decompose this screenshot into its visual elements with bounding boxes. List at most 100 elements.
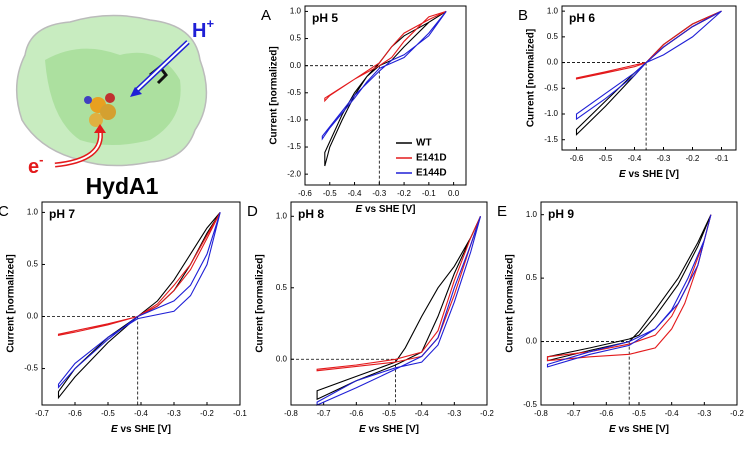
panel-letter: B bbox=[518, 7, 528, 24]
proton-arrowhead bbox=[130, 87, 142, 97]
y-tick-label: 0.0 bbox=[276, 354, 288, 363]
y-axis-label: Current [normalized] bbox=[269, 46, 280, 144]
x-axis-symbol: E bbox=[355, 204, 362, 215]
y-tick-label: 0.0 bbox=[526, 337, 538, 346]
x-tick-label: -0.7 bbox=[35, 409, 49, 418]
panel-title: pH 6 bbox=[569, 11, 595, 25]
x-tick-label: -0.6 bbox=[570, 154, 584, 163]
y-tick-label: 1.0 bbox=[547, 6, 559, 15]
proton-label: H+ bbox=[192, 16, 214, 42]
cv-curve bbox=[316, 216, 482, 372]
legend-label: E141D bbox=[416, 153, 447, 164]
cv-curve bbox=[57, 212, 221, 336]
y-tick-label: 0.0 bbox=[27, 312, 39, 321]
y-tick-label: 0.5 bbox=[27, 260, 39, 269]
x-tick-label: -0.2 bbox=[397, 189, 411, 198]
y-tick-label: -1.0 bbox=[287, 115, 301, 124]
x-axis-symbol: E bbox=[619, 169, 626, 180]
cv-curve bbox=[57, 212, 221, 400]
cv-curve bbox=[321, 11, 447, 141]
plot-frame bbox=[561, 5, 737, 151]
y-tick-label: -1.0 bbox=[544, 109, 558, 118]
electron-base: e bbox=[28, 156, 39, 178]
cv-curve bbox=[575, 10, 722, 121]
cluster-atom bbox=[105, 93, 115, 103]
x-tick-label: -0.1 bbox=[715, 154, 729, 163]
y-tick-label: 1.0 bbox=[290, 7, 302, 16]
x-tick-label: -0.1 bbox=[422, 189, 436, 198]
cluster-atom bbox=[89, 113, 103, 127]
x-tick-label: -0.3 bbox=[167, 409, 181, 418]
cv-curve bbox=[546, 214, 712, 368]
proton-sup: + bbox=[206, 16, 214, 31]
legend-label: WT bbox=[416, 138, 432, 149]
cluster-atom bbox=[84, 96, 92, 104]
x-axis-label: E vs SHE [V] bbox=[619, 169, 679, 180]
cv-curve bbox=[316, 216, 482, 401]
y-tick-label: -0.5 bbox=[24, 364, 38, 373]
x-axis-unit: vs SHE [V] bbox=[365, 204, 416, 215]
x-tick-label: -0.2 bbox=[480, 409, 494, 418]
x-axis-label: E vs SHE [V] bbox=[609, 424, 669, 435]
proton-base: H bbox=[192, 20, 206, 42]
y-tick-label: -1.5 bbox=[287, 142, 301, 151]
y-axis-label: Current [normalized] bbox=[505, 254, 516, 352]
x-tick-label: -0.6 bbox=[298, 189, 312, 198]
electron-sup: - bbox=[39, 152, 43, 167]
x-tick-label: -0.5 bbox=[632, 409, 646, 418]
x-tick-label: -0.8 bbox=[284, 409, 298, 418]
plot-frame bbox=[290, 201, 488, 406]
x-tick-label: 0.0 bbox=[448, 189, 460, 198]
x-tick-label: -0.3 bbox=[657, 154, 671, 163]
panel-title: pH 7 bbox=[49, 207, 75, 221]
x-tick-label: -0.6 bbox=[68, 409, 82, 418]
panel-letter: C bbox=[0, 203, 9, 220]
x-tick-label: -0.6 bbox=[349, 409, 363, 418]
y-tick-label: 1.0 bbox=[526, 210, 538, 219]
y-tick-label: -2.0 bbox=[287, 169, 301, 178]
x-tick-label: -0.3 bbox=[447, 409, 461, 418]
x-axis-symbol: E bbox=[609, 424, 616, 435]
x-axis-label: E vs SHE [V] bbox=[359, 424, 419, 435]
x-tick-label: -0.6 bbox=[599, 409, 613, 418]
plot-frame bbox=[41, 201, 241, 406]
y-tick-label: -0.5 bbox=[287, 88, 301, 97]
y-tick-label: -1.5 bbox=[544, 135, 558, 144]
cv-curve bbox=[575, 10, 722, 80]
x-axis-symbol: E bbox=[111, 424, 118, 435]
cv-curve bbox=[57, 212, 221, 389]
y-tick-label: -0.5 bbox=[544, 83, 558, 92]
y-axis-label: Current [normalized] bbox=[526, 29, 537, 127]
x-axis-unit: vs SHE [V] bbox=[628, 169, 679, 180]
legend-label: E144D bbox=[416, 168, 447, 179]
x-tick-label: -0.4 bbox=[348, 189, 362, 198]
x-tick-label: -0.5 bbox=[101, 409, 115, 418]
y-tick-label: 0.5 bbox=[276, 283, 288, 292]
x-axis-unit: vs SHE [V] bbox=[368, 424, 419, 435]
panel-title: pH 5 bbox=[312, 11, 338, 25]
cluster-atom bbox=[100, 104, 116, 120]
x-tick-label: -0.2 bbox=[686, 154, 700, 163]
x-tick-label: -0.2 bbox=[200, 409, 214, 418]
electron-arrowhead bbox=[94, 124, 106, 133]
plot-frame bbox=[540, 201, 738, 406]
x-tick-label: -0.2 bbox=[730, 409, 744, 418]
x-tick-label: -0.4 bbox=[415, 409, 429, 418]
x-tick-label: -0.1 bbox=[233, 409, 247, 418]
proton-path-inner bbox=[134, 41, 189, 93]
panel-letter: E bbox=[497, 203, 507, 220]
electron-label: e- bbox=[28, 152, 43, 178]
x-axis-label: E vs SHE [V] bbox=[111, 424, 171, 435]
panel-letter: A bbox=[261, 7, 271, 24]
protein-name: HydA1 bbox=[86, 173, 159, 199]
y-axis-label: Current [normalized] bbox=[255, 254, 266, 352]
x-tick-label: -0.3 bbox=[697, 409, 711, 418]
plot-frame bbox=[304, 5, 467, 186]
protein-illustration: H+ e- HydA1 bbox=[15, 14, 214, 199]
x-axis-label: E vs SHE [V] bbox=[355, 204, 415, 215]
